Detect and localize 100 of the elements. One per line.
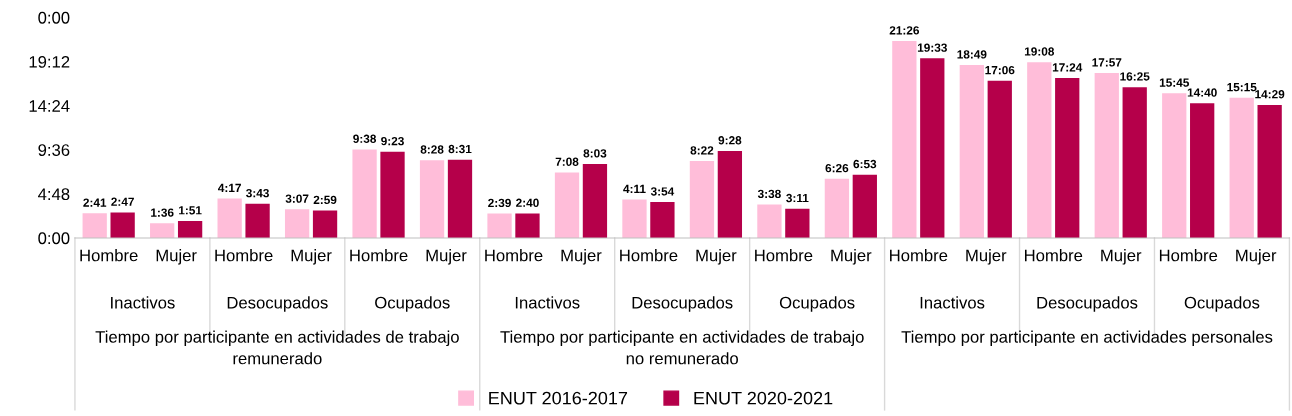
bar bbox=[959, 65, 984, 238]
bar bbox=[487, 213, 512, 238]
data-label: 17:06 bbox=[985, 66, 1015, 75]
x-tick-label: Mujer bbox=[696, 249, 737, 265]
data-label: 3:11 bbox=[786, 193, 809, 203]
data-label: 19:08 bbox=[1024, 47, 1055, 56]
bar bbox=[852, 174, 877, 238]
data-label: 7:08 bbox=[555, 157, 579, 166]
bar bbox=[352, 149, 377, 238]
x-tick-label: Mujer bbox=[966, 249, 1007, 265]
data-label: 9:23 bbox=[381, 136, 404, 146]
data-label: 8:03 bbox=[583, 149, 607, 158]
y-tick-label: 19:12 bbox=[29, 55, 70, 68]
x-tick-label: Mujer bbox=[561, 249, 602, 265]
bar bbox=[150, 223, 175, 238]
bar bbox=[217, 198, 242, 238]
bar bbox=[920, 58, 945, 238]
bar bbox=[785, 208, 810, 238]
data-label: 9:28 bbox=[718, 136, 742, 145]
bar bbox=[1190, 103, 1215, 238]
bar bbox=[1257, 104, 1282, 238]
bar bbox=[824, 178, 850, 238]
bar bbox=[1094, 73, 1119, 238]
text: Desocupados bbox=[632, 296, 733, 312]
x-tick-label: Hombre bbox=[755, 249, 813, 262]
bar bbox=[177, 220, 203, 238]
bar bbox=[284, 209, 310, 238]
data-label: 8:22 bbox=[690, 146, 714, 155]
data-label: 14:40 bbox=[1187, 88, 1217, 97]
bar bbox=[1162, 93, 1187, 238]
bar bbox=[515, 213, 540, 238]
bar bbox=[582, 164, 608, 238]
data-label: 1:36 bbox=[151, 208, 174, 217]
y-tick-label: 0:00 bbox=[38, 232, 70, 245]
data-label: 8:31 bbox=[448, 144, 472, 154]
data-label: 6:53 bbox=[853, 159, 877, 169]
x-tick-label: Mujer bbox=[156, 249, 197, 265]
x-tick-label: Hombre bbox=[1159, 249, 1218, 262]
data-label: 15:45 bbox=[1159, 78, 1190, 87]
data-label: 18:49 bbox=[957, 50, 987, 59]
data-label: 3:07 bbox=[285, 194, 309, 203]
data-label: 2:40 bbox=[516, 198, 539, 207]
x-tick-label: Mujer bbox=[1101, 249, 1142, 265]
x-tick-label: Hombre bbox=[485, 249, 543, 262]
bar bbox=[380, 151, 405, 238]
y-tick-label: 0:00 bbox=[38, 11, 70, 24]
data-label: 2:39 bbox=[488, 198, 511, 208]
data-label: 21:26 bbox=[889, 26, 920, 35]
text: Tiempo por participante en actividades de trabajo no remunerado bbox=[500, 330, 864, 365]
x-tick-label: Hombre bbox=[215, 249, 273, 262]
x-tick-label: Hombre bbox=[350, 249, 408, 262]
x-tick-label: Hombre bbox=[1025, 249, 1083, 262]
bar bbox=[447, 159, 473, 238]
bar bbox=[757, 204, 782, 238]
bar bbox=[1122, 87, 1147, 238]
bar bbox=[987, 80, 1012, 238]
data-label: 6:26 bbox=[825, 163, 849, 173]
bar bbox=[650, 202, 675, 238]
data-label: 9:38 bbox=[353, 134, 377, 143]
data-label: 2:59 bbox=[313, 195, 337, 205]
bar bbox=[110, 212, 135, 238]
data-label: 4:17 bbox=[218, 183, 241, 192]
data-label: 2:41 bbox=[83, 198, 107, 207]
data-label: 16:25 bbox=[1120, 72, 1150, 81]
bar bbox=[689, 161, 715, 238]
data-label: 14:29 bbox=[1255, 90, 1285, 99]
x-tick-label: Mujer bbox=[426, 249, 467, 265]
x-tick-label: Mujer bbox=[1236, 249, 1277, 265]
text: Tiempo por participante en actividades personales bbox=[901, 330, 1273, 347]
data-label: 3:38 bbox=[757, 189, 781, 199]
data-label: 4:11 bbox=[623, 184, 646, 193]
text: Inactivos bbox=[920, 296, 985, 309]
bar bbox=[1027, 62, 1052, 238]
bar bbox=[622, 199, 647, 238]
x-tick-label: Hombre bbox=[80, 249, 138, 262]
text: Ocupados bbox=[375, 296, 450, 312]
data-label: 1:51 bbox=[179, 206, 202, 215]
y-tick-label: 14:24 bbox=[29, 100, 70, 112]
bar bbox=[892, 41, 917, 238]
x-tick-label: Hombre bbox=[620, 249, 678, 262]
text: Inactivos bbox=[515, 296, 580, 309]
data-label: 8:28 bbox=[420, 145, 444, 154]
data-label: 3:43 bbox=[246, 188, 269, 198]
y-tick-label: 9:36 bbox=[38, 144, 70, 156]
legend-label: ENUT 2020-2021 bbox=[694, 391, 833, 405]
bar bbox=[312, 210, 338, 238]
data-label: 17:24 bbox=[1052, 63, 1083, 72]
data-label: 15:15 bbox=[1227, 83, 1257, 92]
data-label: 19:33 bbox=[917, 43, 947, 52]
bar bbox=[554, 172, 580, 238]
x-tick-label: Hombre bbox=[890, 249, 948, 262]
bar bbox=[1055, 78, 1080, 238]
bar bbox=[1229, 97, 1254, 238]
bar bbox=[419, 160, 445, 238]
data-label: 17:57 bbox=[1092, 58, 1122, 67]
y-tick-label: 4:48 bbox=[38, 188, 70, 201]
data-label: 3:54 bbox=[650, 187, 675, 196]
x-tick-label: Mujer bbox=[291, 249, 332, 265]
x-tick-label: Mujer bbox=[831, 249, 872, 265]
text: Ocupados bbox=[1184, 296, 1260, 312]
